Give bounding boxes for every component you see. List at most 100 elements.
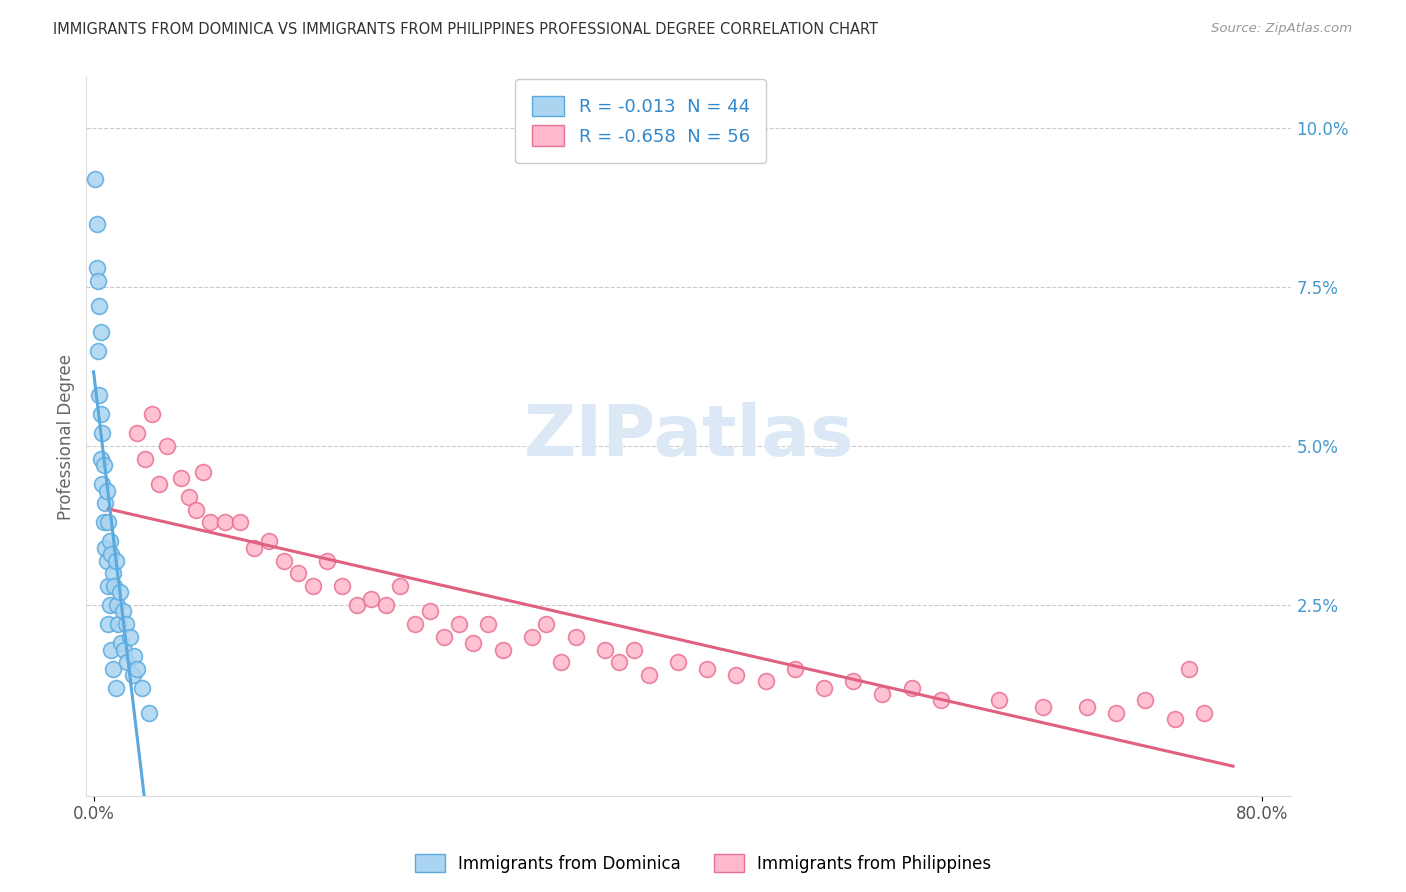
Point xyxy=(177,490,200,504)
Point xyxy=(637,668,659,682)
Point xyxy=(447,617,470,632)
Point xyxy=(200,516,222,530)
Point xyxy=(609,655,631,669)
Point xyxy=(1192,706,1215,720)
Point xyxy=(127,662,149,676)
Point xyxy=(191,465,214,479)
Point xyxy=(156,439,179,453)
Point xyxy=(1105,706,1128,720)
Point xyxy=(89,299,111,313)
Point xyxy=(287,566,309,581)
Point xyxy=(96,483,118,498)
Legend: R = -0.013  N = 44, R = -0.658  N = 56: R = -0.013 N = 44, R = -0.658 N = 56 xyxy=(516,79,766,162)
Point xyxy=(148,477,170,491)
Point xyxy=(98,598,121,612)
Point xyxy=(107,617,129,632)
Point xyxy=(214,516,236,530)
Point xyxy=(463,636,485,650)
Point xyxy=(433,630,456,644)
Point xyxy=(87,274,110,288)
Point xyxy=(404,617,426,632)
Point xyxy=(97,617,120,632)
Point xyxy=(94,496,117,510)
Point xyxy=(97,579,120,593)
Point xyxy=(360,591,382,606)
Point xyxy=(813,681,835,695)
Legend: Immigrants from Dominica, Immigrants from Philippines: Immigrants from Dominica, Immigrants fro… xyxy=(408,847,998,880)
Point xyxy=(91,426,114,441)
Point xyxy=(1178,662,1201,676)
Point xyxy=(110,636,132,650)
Point xyxy=(257,534,280,549)
Point xyxy=(131,681,153,695)
Text: ZIPatlas: ZIPatlas xyxy=(524,402,853,471)
Point xyxy=(374,598,396,612)
Point xyxy=(112,642,135,657)
Point xyxy=(93,516,115,530)
Point xyxy=(666,655,689,669)
Point xyxy=(100,642,122,657)
Point xyxy=(783,662,806,676)
Point xyxy=(273,553,295,567)
Point xyxy=(86,261,108,276)
Point xyxy=(94,541,117,555)
Point xyxy=(1076,699,1098,714)
Text: Source: ZipAtlas.com: Source: ZipAtlas.com xyxy=(1212,22,1353,36)
Point xyxy=(228,516,250,530)
Point xyxy=(842,674,865,689)
Point xyxy=(1135,693,1157,707)
Point xyxy=(564,630,586,644)
Point xyxy=(134,451,156,466)
Point xyxy=(98,534,121,549)
Point xyxy=(550,655,572,669)
Point xyxy=(124,648,146,663)
Point xyxy=(623,642,645,657)
Point xyxy=(593,642,616,657)
Point xyxy=(103,579,125,593)
Point xyxy=(330,579,353,593)
Point xyxy=(389,579,412,593)
Point xyxy=(346,598,368,612)
Point xyxy=(301,579,323,593)
Point xyxy=(90,325,112,339)
Point xyxy=(491,642,513,657)
Point xyxy=(1163,713,1185,727)
Point xyxy=(872,687,894,701)
Point xyxy=(104,681,127,695)
Point xyxy=(108,585,131,599)
Point xyxy=(725,668,748,682)
Point xyxy=(122,668,145,682)
Point xyxy=(1032,699,1054,714)
Point xyxy=(111,604,134,618)
Point xyxy=(141,408,163,422)
Point xyxy=(755,674,778,689)
Point xyxy=(138,706,160,720)
Point xyxy=(91,477,114,491)
Point xyxy=(93,458,115,473)
Point xyxy=(419,604,441,618)
Point xyxy=(477,617,499,632)
Point xyxy=(114,617,136,632)
Point xyxy=(170,471,193,485)
Point xyxy=(100,547,122,561)
Point xyxy=(988,693,1011,707)
Point xyxy=(929,693,952,707)
Point xyxy=(243,541,266,555)
Y-axis label: Professional Degree: Professional Degree xyxy=(58,353,75,520)
Point xyxy=(96,553,118,567)
Point xyxy=(89,388,111,402)
Point xyxy=(115,655,138,669)
Point xyxy=(696,662,718,676)
Point xyxy=(316,553,339,567)
Point xyxy=(120,630,142,644)
Point xyxy=(105,598,128,612)
Point xyxy=(184,502,207,516)
Point xyxy=(104,553,127,567)
Point xyxy=(86,217,108,231)
Point xyxy=(900,681,922,695)
Point xyxy=(90,451,112,466)
Point xyxy=(90,408,112,422)
Point xyxy=(87,343,110,358)
Point xyxy=(536,617,558,632)
Point xyxy=(127,426,149,441)
